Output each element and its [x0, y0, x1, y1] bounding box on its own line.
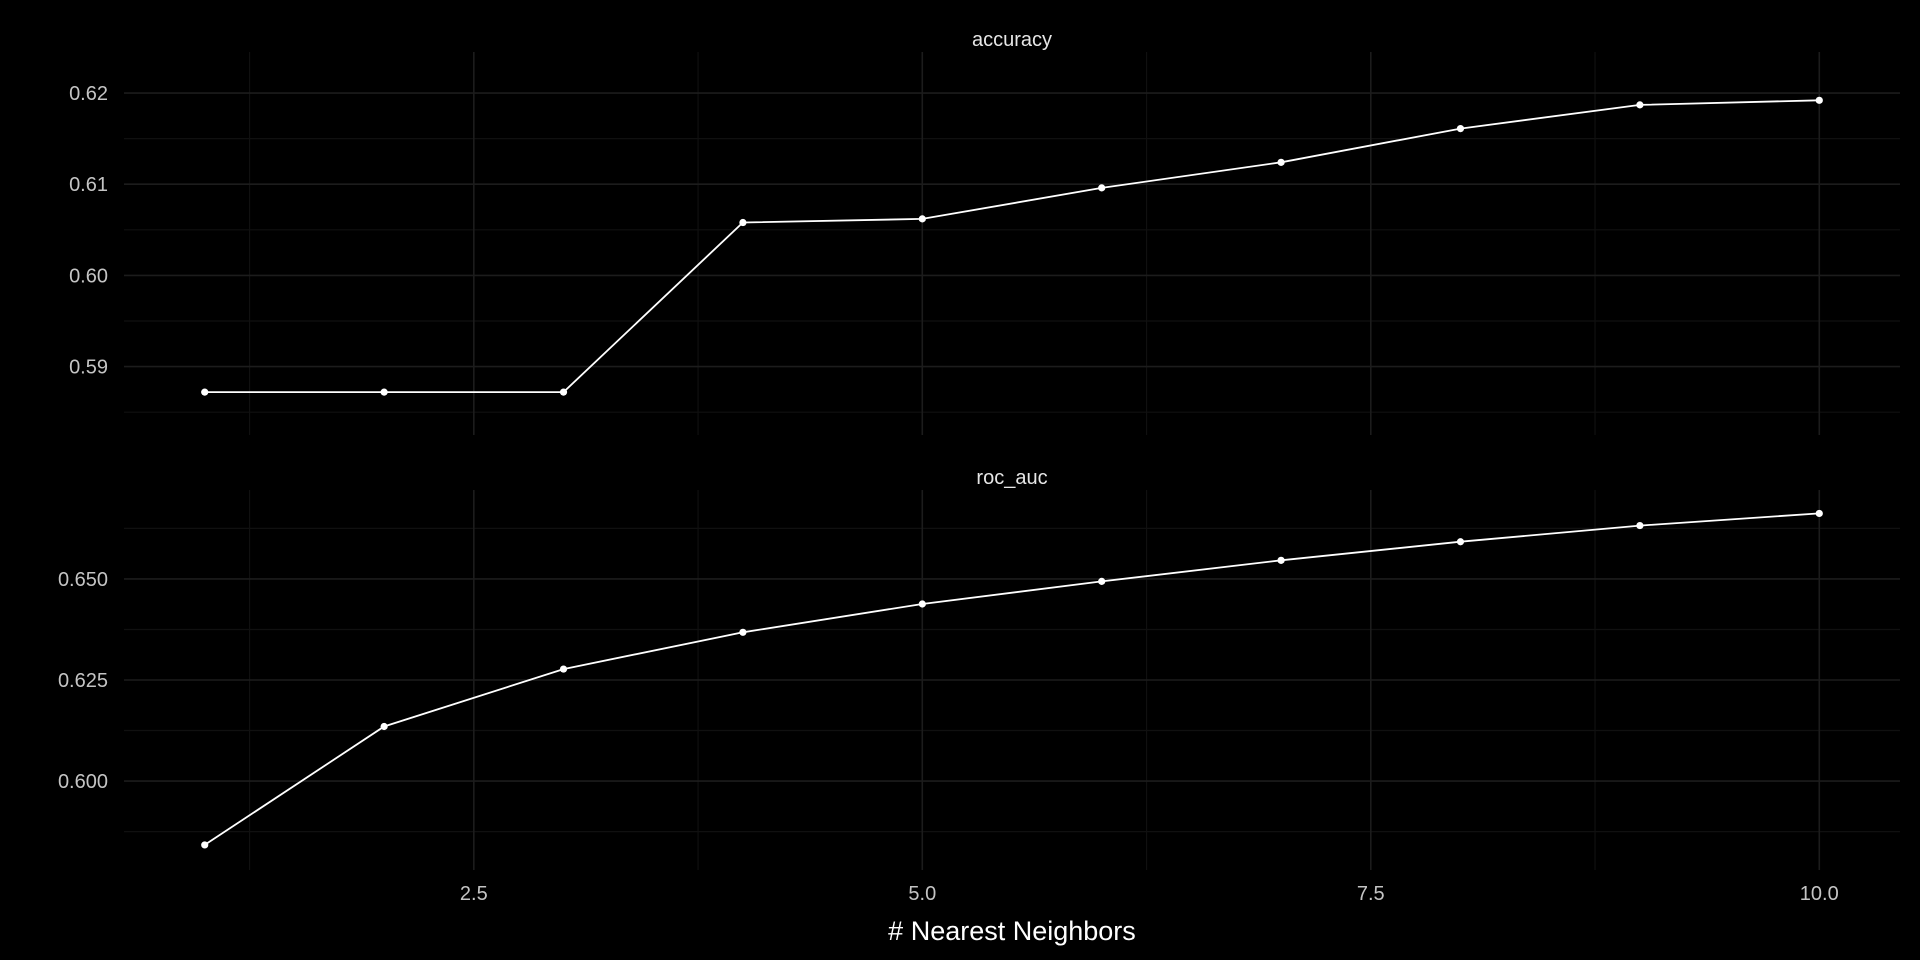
y-tick-label: 0.60	[69, 265, 108, 287]
data-point	[559, 665, 568, 673]
x-tick-label: 10.0	[1800, 883, 1839, 905]
data-point	[918, 600, 926, 608]
y-tick-label: 0.625	[58, 670, 108, 692]
data-point	[201, 388, 209, 396]
y-tick-label: 0.650	[58, 569, 108, 591]
y-tick-label: 0.59	[69, 357, 108, 379]
data-point	[1636, 101, 1644, 109]
series-line-roc-auc	[204, 512, 1820, 846]
data-point	[739, 218, 747, 227]
data-point	[1456, 125, 1465, 133]
data-point	[559, 388, 568, 396]
facet-panel-accuracy: 0.59 0.60 0.61 0.62 accuracy	[69, 29, 1900, 435]
x-tick-label: 2.5	[460, 883, 488, 905]
data-point	[1815, 96, 1823, 104]
facet-panel-roc-auc: 0.600 0.625 0.650 roc_auc	[58, 467, 1900, 870]
data-point	[201, 841, 209, 849]
data-point	[1277, 556, 1285, 564]
data-point	[1636, 521, 1644, 530]
data-point	[1815, 509, 1823, 518]
data-point	[380, 722, 388, 731]
y-tick-label: 0.61	[69, 174, 108, 196]
data-point	[739, 628, 747, 636]
data-point	[1098, 184, 1106, 192]
series-line-accuracy	[204, 99, 1820, 394]
data-point	[1277, 158, 1285, 166]
data-point	[380, 388, 388, 396]
data-point	[918, 215, 926, 223]
data-point	[1456, 538, 1465, 546]
facet-layer: 0.59 0.60 0.61 0.62 accuracy 0.600 0.625 0.650 r…	[58, 29, 1900, 870]
y-tick-label: 0.600	[58, 771, 108, 793]
x-axis: 2.5 5.0 7.5 10.0	[460, 883, 1839, 905]
y-tick-label: 0.62	[69, 83, 108, 105]
x-tick-label: 7.5	[1357, 883, 1385, 905]
facet-strip-title: accuracy	[972, 29, 1052, 51]
data-point	[1098, 577, 1106, 585]
facet-strip-title: roc_auc	[976, 467, 1047, 489]
x-axis-title: # Nearest Neighbors	[888, 916, 1136, 946]
x-tick-label: 5.0	[908, 883, 936, 905]
